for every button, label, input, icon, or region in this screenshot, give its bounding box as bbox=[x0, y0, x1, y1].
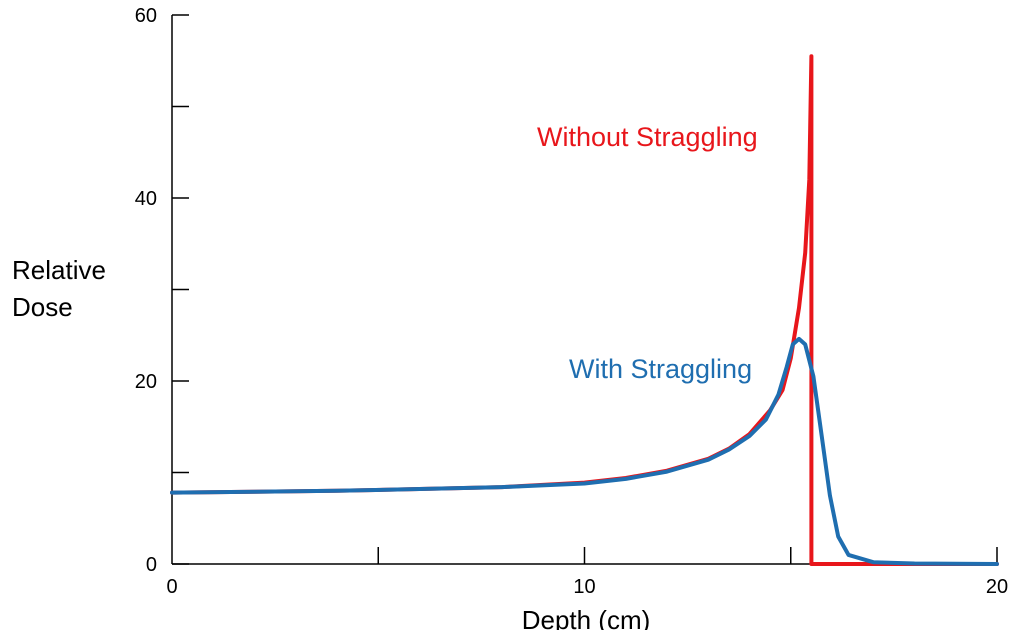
chart-tick-labels: 0 20 40 60 0 10 20 bbox=[135, 5, 1008, 598]
series-line-with-straggling bbox=[170, 336, 999, 566]
x-axis-title: Depth (cm) bbox=[522, 605, 651, 630]
y-tick-label-20: 20 bbox=[135, 371, 157, 393]
x-tick-label-10: 10 bbox=[573, 576, 595, 598]
y-tick-label-0: 0 bbox=[146, 554, 157, 576]
annotation-without-straggling: Without Straggling bbox=[537, 122, 758, 152]
chart-series-layer bbox=[170, 54, 999, 566]
y-axis-title-line-1: Relative bbox=[12, 255, 106, 285]
y-axis-title-line-2: Dose bbox=[12, 292, 73, 322]
x-tick-label-0: 0 bbox=[166, 576, 177, 598]
y-tick-label-40: 40 bbox=[135, 188, 157, 210]
annotation-with-straggling: With Straggling bbox=[569, 354, 752, 384]
x-tick-label-20: 20 bbox=[986, 576, 1008, 598]
y-tick-label-60: 60 bbox=[135, 5, 157, 27]
chart-ticks bbox=[172, 14, 998, 565]
